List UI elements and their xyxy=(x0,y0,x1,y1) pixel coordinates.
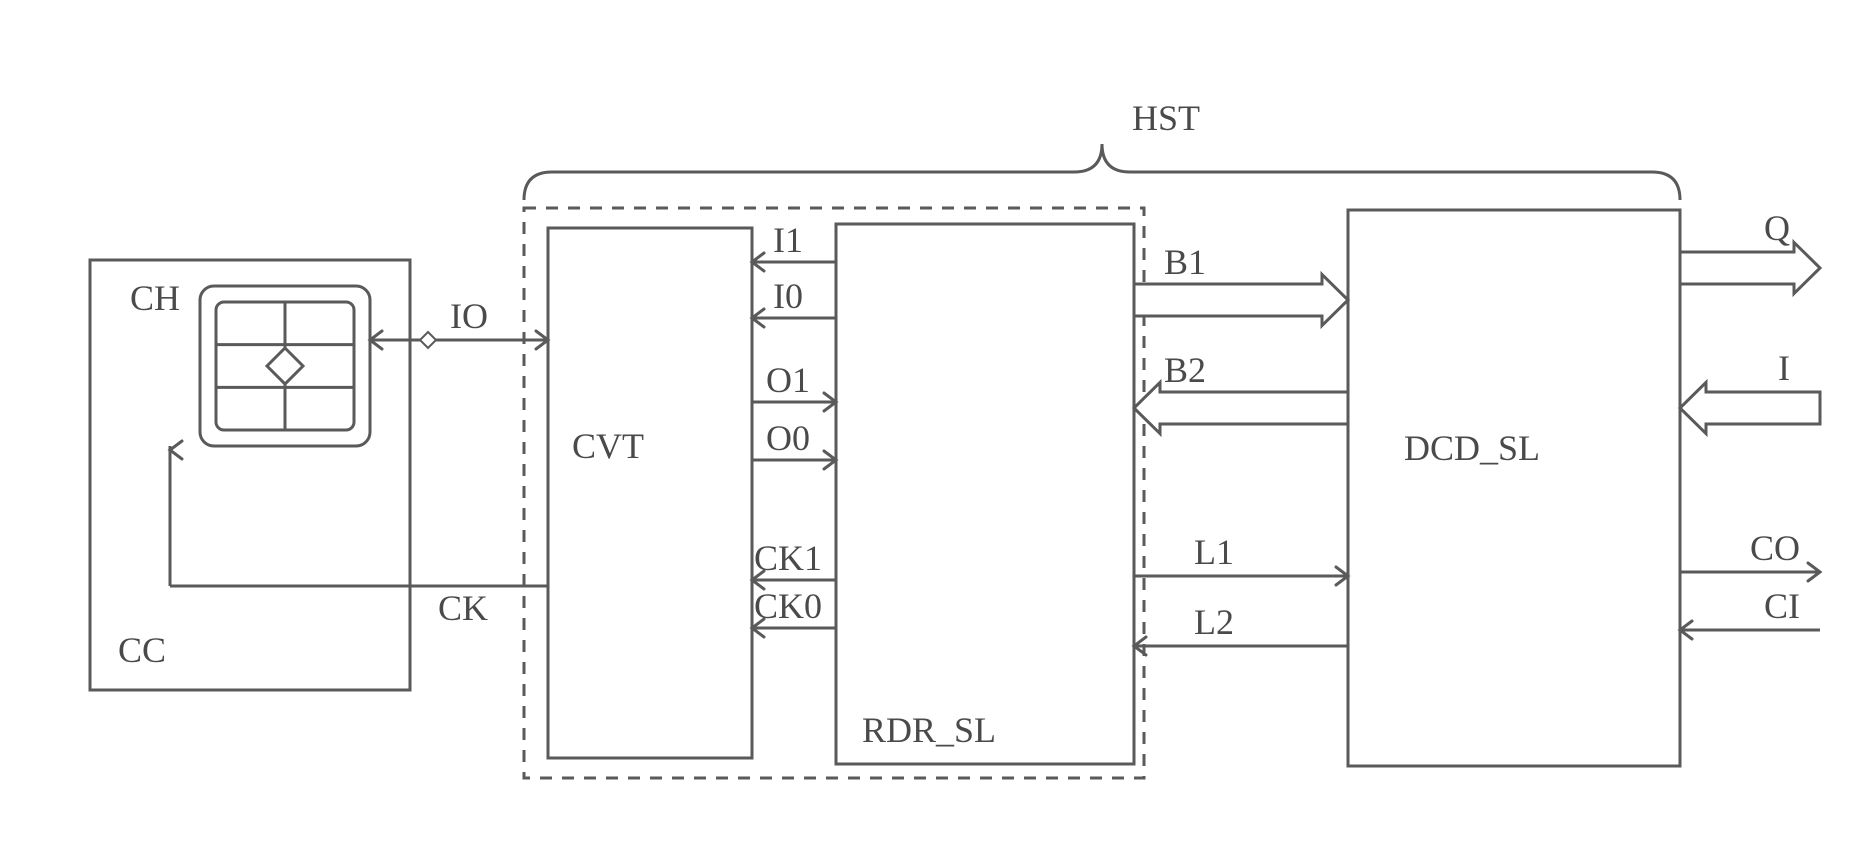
label-b1: B1 xyxy=(1164,242,1206,282)
label-cvt: CVT xyxy=(572,426,644,466)
label-sig-i1: I1 xyxy=(773,220,803,260)
label-q: Q xyxy=(1764,208,1790,248)
label-ch: CH xyxy=(130,278,180,318)
label-sig-o1: O1 xyxy=(766,360,810,400)
label-ck: CK xyxy=(438,588,488,628)
cvt-box xyxy=(548,228,752,758)
label-sig-o0: O0 xyxy=(766,418,810,458)
label-l2: L2 xyxy=(1194,602,1234,642)
label-i: I xyxy=(1778,348,1790,388)
arrow-b2 xyxy=(1134,382,1348,433)
label-cc: CC xyxy=(118,630,166,670)
hst-brace xyxy=(524,144,1680,200)
label-co: CO xyxy=(1750,528,1800,568)
rdr-dashed-box xyxy=(524,208,1144,778)
label-sig-ck0: CK0 xyxy=(754,586,822,626)
dcd-sl-box xyxy=(1348,210,1680,766)
label-hst: HST xyxy=(1132,98,1200,138)
label-l1: L1 xyxy=(1194,532,1234,572)
label-io: IO xyxy=(450,296,488,336)
label-rdr-sl: RDR_SL xyxy=(862,710,996,750)
arrow-b1 xyxy=(1134,274,1348,325)
label-dcd-sl: DCD_SL xyxy=(1404,428,1540,468)
label-sig-ck1: CK1 xyxy=(754,538,822,578)
arrow-q xyxy=(1680,242,1820,293)
label-b2: B2 xyxy=(1164,350,1206,390)
rdr-sl-box xyxy=(836,224,1134,764)
label-ci: CI xyxy=(1764,586,1800,626)
cc-box xyxy=(90,260,410,690)
label-sig-i0: I0 xyxy=(773,276,803,316)
arrow-i xyxy=(1680,382,1820,433)
